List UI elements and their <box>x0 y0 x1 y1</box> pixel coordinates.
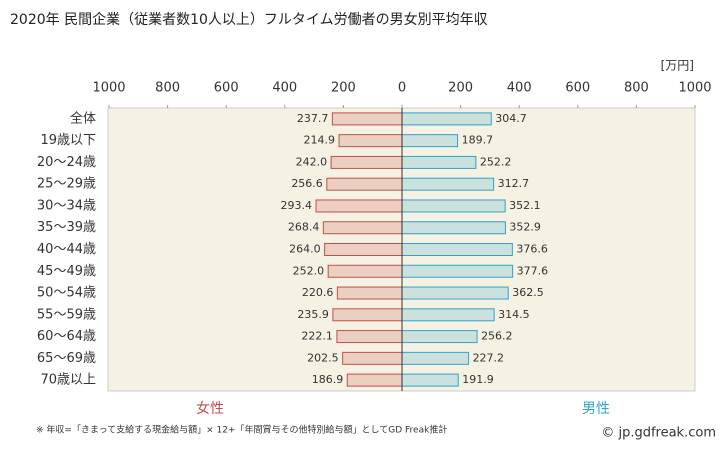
value-label: 189.7 <box>462 134 494 147</box>
value-label: 256.6 <box>291 177 323 190</box>
value-label: 377.6 <box>517 264 549 277</box>
x-tick-label: 800 <box>155 81 180 96</box>
bar <box>336 330 403 344</box>
bar <box>324 243 403 256</box>
y-tick-label: 70歳以上 <box>40 373 96 388</box>
value-label: 242.0 <box>296 155 328 168</box>
bar <box>327 264 403 278</box>
bar <box>401 155 477 169</box>
bar <box>322 221 403 235</box>
bar <box>401 330 478 344</box>
x-tick-label: 800 <box>624 81 649 96</box>
copyright: © jp.gdfreak.com <box>601 426 716 441</box>
bar <box>342 351 403 365</box>
y-tick-label: 45～49歳 <box>37 264 96 279</box>
value-label: 252.0 <box>293 264 325 277</box>
value-label: 304.7 <box>495 112 527 125</box>
value-label: 352.1 <box>509 199 540 212</box>
x-tick-label: 1000 <box>92 81 125 96</box>
value-label: 220.6 <box>302 286 334 299</box>
footnote: ※ 年収=「きまって支給する現金給与額」× 12+「年間賞与その他特別給与額」と… <box>36 424 447 436</box>
bar <box>330 155 403 169</box>
bar <box>346 373 403 387</box>
value-label: 268.4 <box>288 221 320 234</box>
bar <box>401 221 506 235</box>
y-tick-label: 19歳以下 <box>40 133 96 148</box>
y-tick-label: 35～39歳 <box>37 220 96 235</box>
bar <box>326 177 403 191</box>
bar <box>401 112 492 126</box>
value-label: 252.2 <box>480 155 512 168</box>
y-tick-label: 65～69歳 <box>37 351 96 366</box>
bar <box>401 134 459 148</box>
value-label: 186.9 <box>312 373 344 386</box>
bar <box>401 373 459 387</box>
value-label: 235.9 <box>297 308 329 321</box>
y-tick-label: 50～54歳 <box>37 286 96 301</box>
bar <box>401 351 470 365</box>
value-label: 227.2 <box>473 351 505 364</box>
bar <box>401 308 495 322</box>
bar <box>336 286 403 300</box>
bar <box>401 199 506 213</box>
bar <box>338 134 403 148</box>
y-tick-label: 25～29歳 <box>37 177 96 192</box>
y-tick-label: 40～44歳 <box>37 242 96 257</box>
value-label: 314.5 <box>498 308 530 321</box>
bar <box>401 177 495 191</box>
value-label: 312.7 <box>498 177 530 190</box>
x-tick-label: 0 <box>398 81 406 96</box>
y-tick-label: 20～24歳 <box>37 155 96 170</box>
value-label: 256.2 <box>481 330 513 343</box>
bar <box>332 308 403 322</box>
x-tick-label: 400 <box>272 81 297 96</box>
y-tick-label: 60～64歳 <box>37 329 96 344</box>
x-tick-label: 600 <box>565 81 590 96</box>
bar <box>401 264 514 278</box>
bar <box>331 112 403 126</box>
y-tick-label: 55～59歳 <box>37 307 96 322</box>
x-tick-label: 400 <box>507 81 532 96</box>
value-label: 264.0 <box>289 243 321 256</box>
value-label: 222.1 <box>301 330 333 343</box>
value-label: 352.9 <box>509 221 540 234</box>
bar <box>401 286 509 300</box>
x-tick-label: 200 <box>448 81 473 96</box>
value-label: 376.6 <box>516 243 548 256</box>
unit-label: [万円] <box>661 59 694 73</box>
value-label: 293.4 <box>281 199 313 212</box>
value-label: 237.7 <box>297 112 329 125</box>
legend-label: 男性 <box>582 401 610 417</box>
chart-title: 2020年 民間企業（従業者数10人以上）フルタイム労働者の男女別平均年収 <box>10 11 488 28</box>
value-label: 191.9 <box>462 373 494 386</box>
y-tick-label: 全体 <box>70 110 96 126</box>
x-tick-label: 600 <box>214 81 239 96</box>
bar <box>401 243 513 256</box>
bar <box>315 199 403 213</box>
legend-label: 女性 <box>196 400 224 417</box>
x-tick-label: 200 <box>331 81 356 96</box>
y-tick-label: 30～34歳 <box>37 198 96 213</box>
value-label: 214.9 <box>304 134 336 147</box>
x-tick-label: 1000 <box>678 81 711 96</box>
value-label: 202.5 <box>307 351 339 364</box>
value-label: 362.5 <box>512 286 544 299</box>
